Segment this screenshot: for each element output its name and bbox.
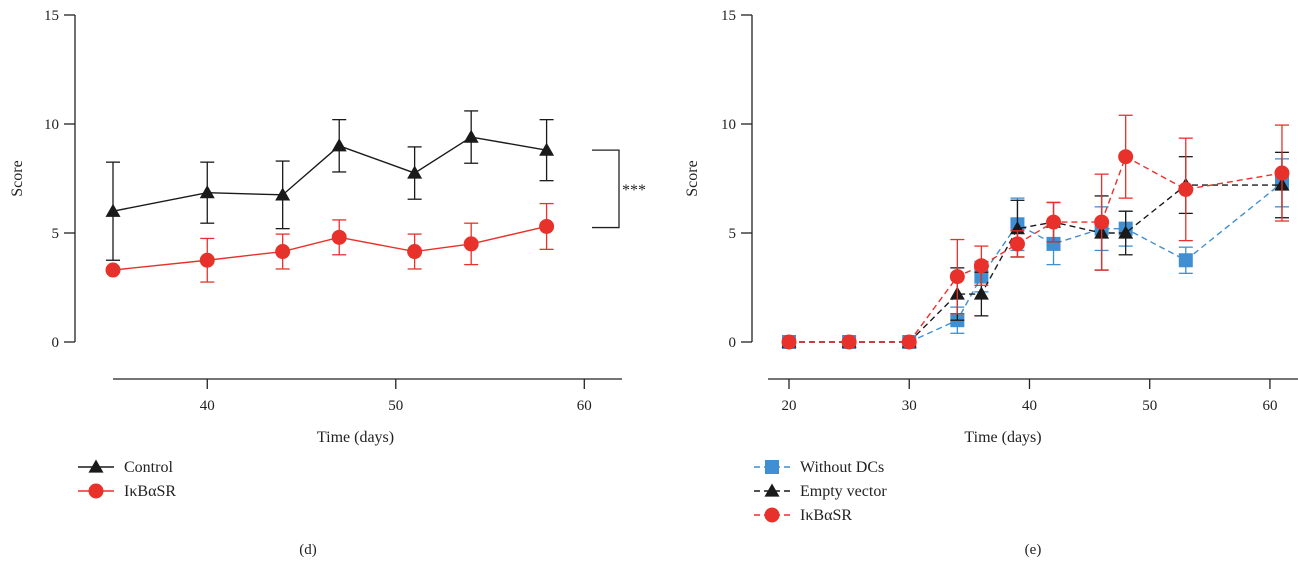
series-2	[781, 151, 1290, 348]
data-point	[1094, 214, 1110, 230]
legend-label: IκBαSR	[800, 507, 852, 524]
data-point	[539, 218, 555, 234]
data-point	[275, 244, 291, 260]
legend-entry: Control	[78, 459, 173, 476]
significance-annotation: ***	[622, 182, 646, 199]
data-point	[105, 262, 121, 278]
legend-label: Empty vector	[800, 483, 887, 500]
y-tick-label: 5	[52, 226, 60, 242]
panel-label: (e)	[1025, 542, 1042, 558]
x-axis-label: Time (days)	[317, 429, 394, 446]
data-point	[331, 138, 347, 152]
y-tick-label: 5	[729, 226, 737, 242]
series-1	[782, 158, 1289, 349]
y-tick-label: 15	[721, 8, 736, 24]
series-line	[789, 155, 1283, 343]
data-point	[407, 165, 423, 179]
data-point	[105, 203, 121, 217]
chart-panel-d: 0 5 10 15 40 50 60 Score Time (days) (d) Control Iκ…	[9, 8, 646, 558]
x-tick-label: 30	[902, 398, 917, 414]
legend-entry: Empty vector	[754, 483, 887, 500]
legend-label: Control	[124, 459, 173, 476]
data-point	[199, 185, 215, 199]
series-1	[105, 110, 555, 261]
legend-marker	[88, 483, 104, 499]
x-tick-label: 50	[388, 398, 403, 414]
legend-entry: Without DCs	[754, 459, 884, 476]
data-point	[1046, 214, 1062, 230]
x-tick-label: 40	[1022, 398, 1037, 414]
x-tick-label: 20	[782, 398, 797, 414]
legend-label: Without DCs	[800, 459, 884, 476]
legend-marker	[88, 459, 104, 473]
y-tick-label: 15	[44, 8, 59, 24]
y-tick-label: 10	[44, 117, 59, 133]
data-point	[841, 334, 857, 350]
data-point	[331, 229, 347, 245]
data-point	[973, 286, 989, 300]
data-point	[275, 187, 291, 201]
data-point	[1178, 253, 1193, 268]
data-point	[407, 244, 423, 260]
legend-entry: IκBαSR	[78, 483, 176, 500]
data-point	[973, 258, 989, 274]
data-point	[463, 129, 479, 143]
legend-marker	[765, 460, 779, 474]
legend-entry: IκBαSR	[754, 507, 852, 524]
data-point	[463, 236, 479, 252]
series-line	[112, 136, 547, 212]
chart-panel-e: 0 5 10 15 20 30 40 50 60 Score Time (days) (e) Witho…	[684, 8, 1298, 558]
x-axis-label: Time (days)	[964, 429, 1041, 446]
data-point	[1009, 236, 1025, 252]
x-tick-label: 40	[200, 398, 215, 414]
data-point	[901, 334, 917, 350]
data-point	[539, 142, 555, 156]
series-line	[789, 184, 1282, 343]
data-point	[1178, 181, 1194, 197]
legend-marker	[764, 507, 780, 523]
legend-label: IκBαSR	[124, 483, 176, 500]
x-tick-label: 60	[577, 398, 592, 414]
series-line	[789, 182, 1283, 343]
data-point	[781, 334, 797, 350]
significance-bracket	[592, 149, 620, 229]
data-point	[1046, 236, 1061, 251]
x-tick-label: 60	[1262, 398, 1277, 414]
y-axis-label: Score	[9, 160, 26, 196]
data-point	[949, 269, 965, 285]
y-tick-label: 0	[729, 335, 737, 351]
y-tick-label: 0	[52, 335, 60, 351]
series-3	[781, 114, 1290, 350]
series-line	[112, 225, 547, 271]
legend-marker	[764, 483, 780, 497]
data-point	[199, 252, 215, 268]
y-axis-label: Score	[684, 160, 701, 196]
data-point	[1274, 165, 1290, 181]
x-tick-label: 50	[1142, 398, 1157, 414]
panel-label: (d)	[299, 542, 317, 558]
series-2	[105, 202, 555, 283]
data-point	[1118, 149, 1134, 165]
y-tick-label: 10	[721, 117, 736, 133]
data-point	[1118, 225, 1134, 239]
